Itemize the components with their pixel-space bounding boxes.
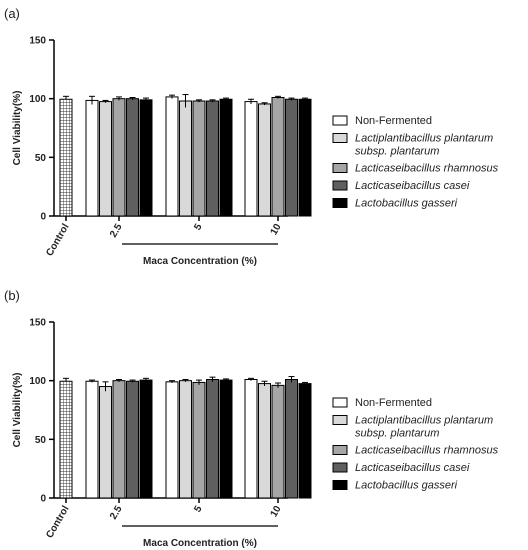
legend-swatch: [332, 180, 348, 191]
bar: [165, 96, 179, 217]
legend-swatch: [332, 445, 348, 455]
bar: [271, 96, 285, 217]
bar: [126, 380, 139, 499]
legend-swatch: [332, 198, 348, 208]
bar: [179, 380, 192, 499]
bar: [99, 386, 112, 499]
legend-swatch: [332, 397, 348, 408]
legend-label: Lactiplantibacillus plantarum: [355, 415, 493, 427]
panel-label: (b): [4, 288, 20, 303]
bar: [179, 100, 192, 217]
legend-label: Non-Fermented: [355, 397, 432, 409]
legend-label: Non-Fermented: [355, 115, 432, 127]
legend-swatch: [332, 163, 348, 173]
x-tick-label: 2.5: [108, 222, 125, 240]
bar: [165, 381, 179, 499]
x-tick-label: 10: [269, 222, 284, 238]
x-tick-label: 5: [192, 504, 205, 515]
bar: [112, 380, 126, 499]
x-axis-title: Maca Concentration (%): [143, 256, 257, 267]
bar: [192, 381, 206, 499]
legend-swatch: [332, 415, 348, 425]
legend-label: Lactobacillus gasseri: [355, 198, 458, 210]
y-tick-label: 50: [35, 153, 47, 164]
bar: [285, 98, 298, 217]
legend-label: subsp. plantarum: [355, 146, 439, 158]
legend-label: Lactobacillus gasseri: [355, 480, 458, 492]
bar: [85, 99, 99, 217]
panel-label: (a): [4, 6, 20, 21]
bar: [206, 100, 219, 217]
bar: [206, 378, 219, 499]
bar: [99, 101, 112, 217]
control-bar: [59, 380, 73, 499]
bar: [244, 101, 258, 217]
bar: [298, 98, 312, 217]
legend-swatch: [332, 480, 348, 490]
legend-label: subsp. plantarum: [355, 428, 439, 440]
control-bar: [59, 98, 73, 217]
legend-swatch: [332, 115, 348, 126]
x-axis-title: Maca Concentration (%): [143, 538, 257, 549]
bar: [192, 100, 206, 217]
y-tick-label: 50: [35, 435, 47, 446]
y-tick-label: 0: [40, 212, 46, 223]
y-axis-title: Cell Viability(%): [12, 91, 23, 166]
x-tick-label: 5: [192, 222, 205, 233]
chart-panel-a: (a) 0 50 100 150 Cell Viability(%) Control 2.5 5…: [4, 6, 499, 267]
bar: [258, 103, 271, 217]
y-tick-label: 0: [40, 494, 46, 505]
bar: [271, 384, 285, 499]
y-tick-label: 100: [29, 94, 46, 105]
bar: [139, 379, 153, 499]
bar: [258, 383, 271, 499]
bar: [139, 99, 153, 217]
y-axis-title: Cell Viability(%): [12, 373, 23, 448]
bar: [126, 98, 139, 217]
bar: [85, 380, 99, 499]
y-tick-label: 100: [29, 376, 46, 387]
y-tick-label: 150: [29, 36, 46, 47]
legend-swatch: [332, 133, 348, 143]
bar: [112, 98, 126, 217]
bar: [219, 98, 233, 217]
legend-label: Lacticaseibacillus rhamnosus: [355, 163, 499, 175]
x-tick-label: 2.5: [108, 504, 125, 522]
x-tick-label: 10: [269, 504, 284, 520]
bar: [244, 378, 258, 499]
legend-label: Lacticaseibacillus rhamnosus: [355, 445, 499, 457]
legend-label: Lacticaseibacillus casei: [355, 180, 470, 192]
bar: [285, 378, 298, 499]
y-tick-label: 150: [29, 318, 46, 329]
x-tick-label-control: Control: [44, 504, 71, 540]
legend-swatch: [332, 462, 348, 473]
chart-panel-b: (b) 0 50 100 150 Cell Viability(%) Control 2.5 5…: [4, 288, 499, 549]
bar: [298, 383, 312, 499]
legend-label: Lacticaseibacillus casei: [355, 462, 470, 474]
bar: [219, 379, 233, 499]
legend-label: Lactiplantibacillus plantarum: [355, 133, 493, 145]
x-tick-label-control: Control: [44, 222, 71, 258]
